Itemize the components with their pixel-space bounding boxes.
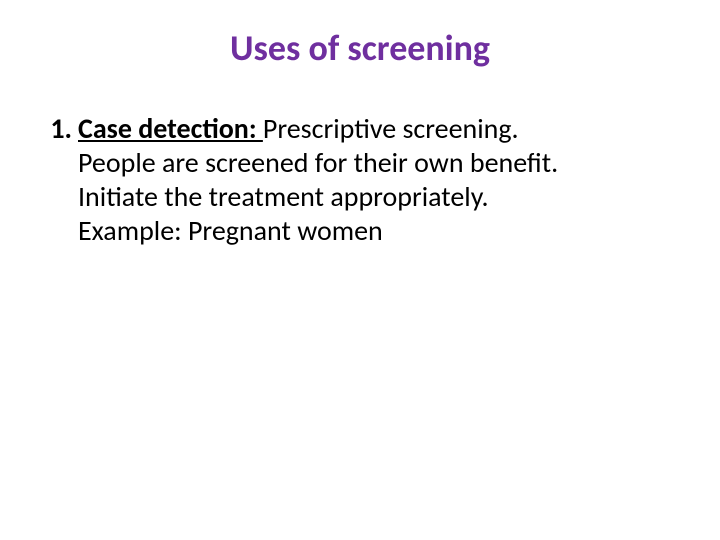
- numbered-list: 1. Case detection: Prescriptive screenin…: [0, 112, 720, 248]
- list-item-body: Case detection: Prescriptive screening. …: [78, 112, 558, 248]
- list-item: 1. Case detection: Prescriptive screenin…: [78, 112, 720, 248]
- first-line: Case detection: Prescriptive screening.: [78, 111, 519, 146]
- body-line: Example: Pregnant women: [78, 214, 558, 248]
- list-number: 1.: [30, 112, 72, 248]
- body-line: Initiate the treatment appropriately.: [78, 180, 558, 214]
- body-line: People are screened for their own benefi…: [78, 146, 558, 180]
- slide-title: Uses of screening: [0, 26, 720, 70]
- slide: { "title": { "text": "Uses of screening"…: [0, 26, 720, 540]
- lead-rest: Prescriptive screening.: [263, 111, 519, 146]
- lead-term: Case detection:: [78, 111, 263, 146]
